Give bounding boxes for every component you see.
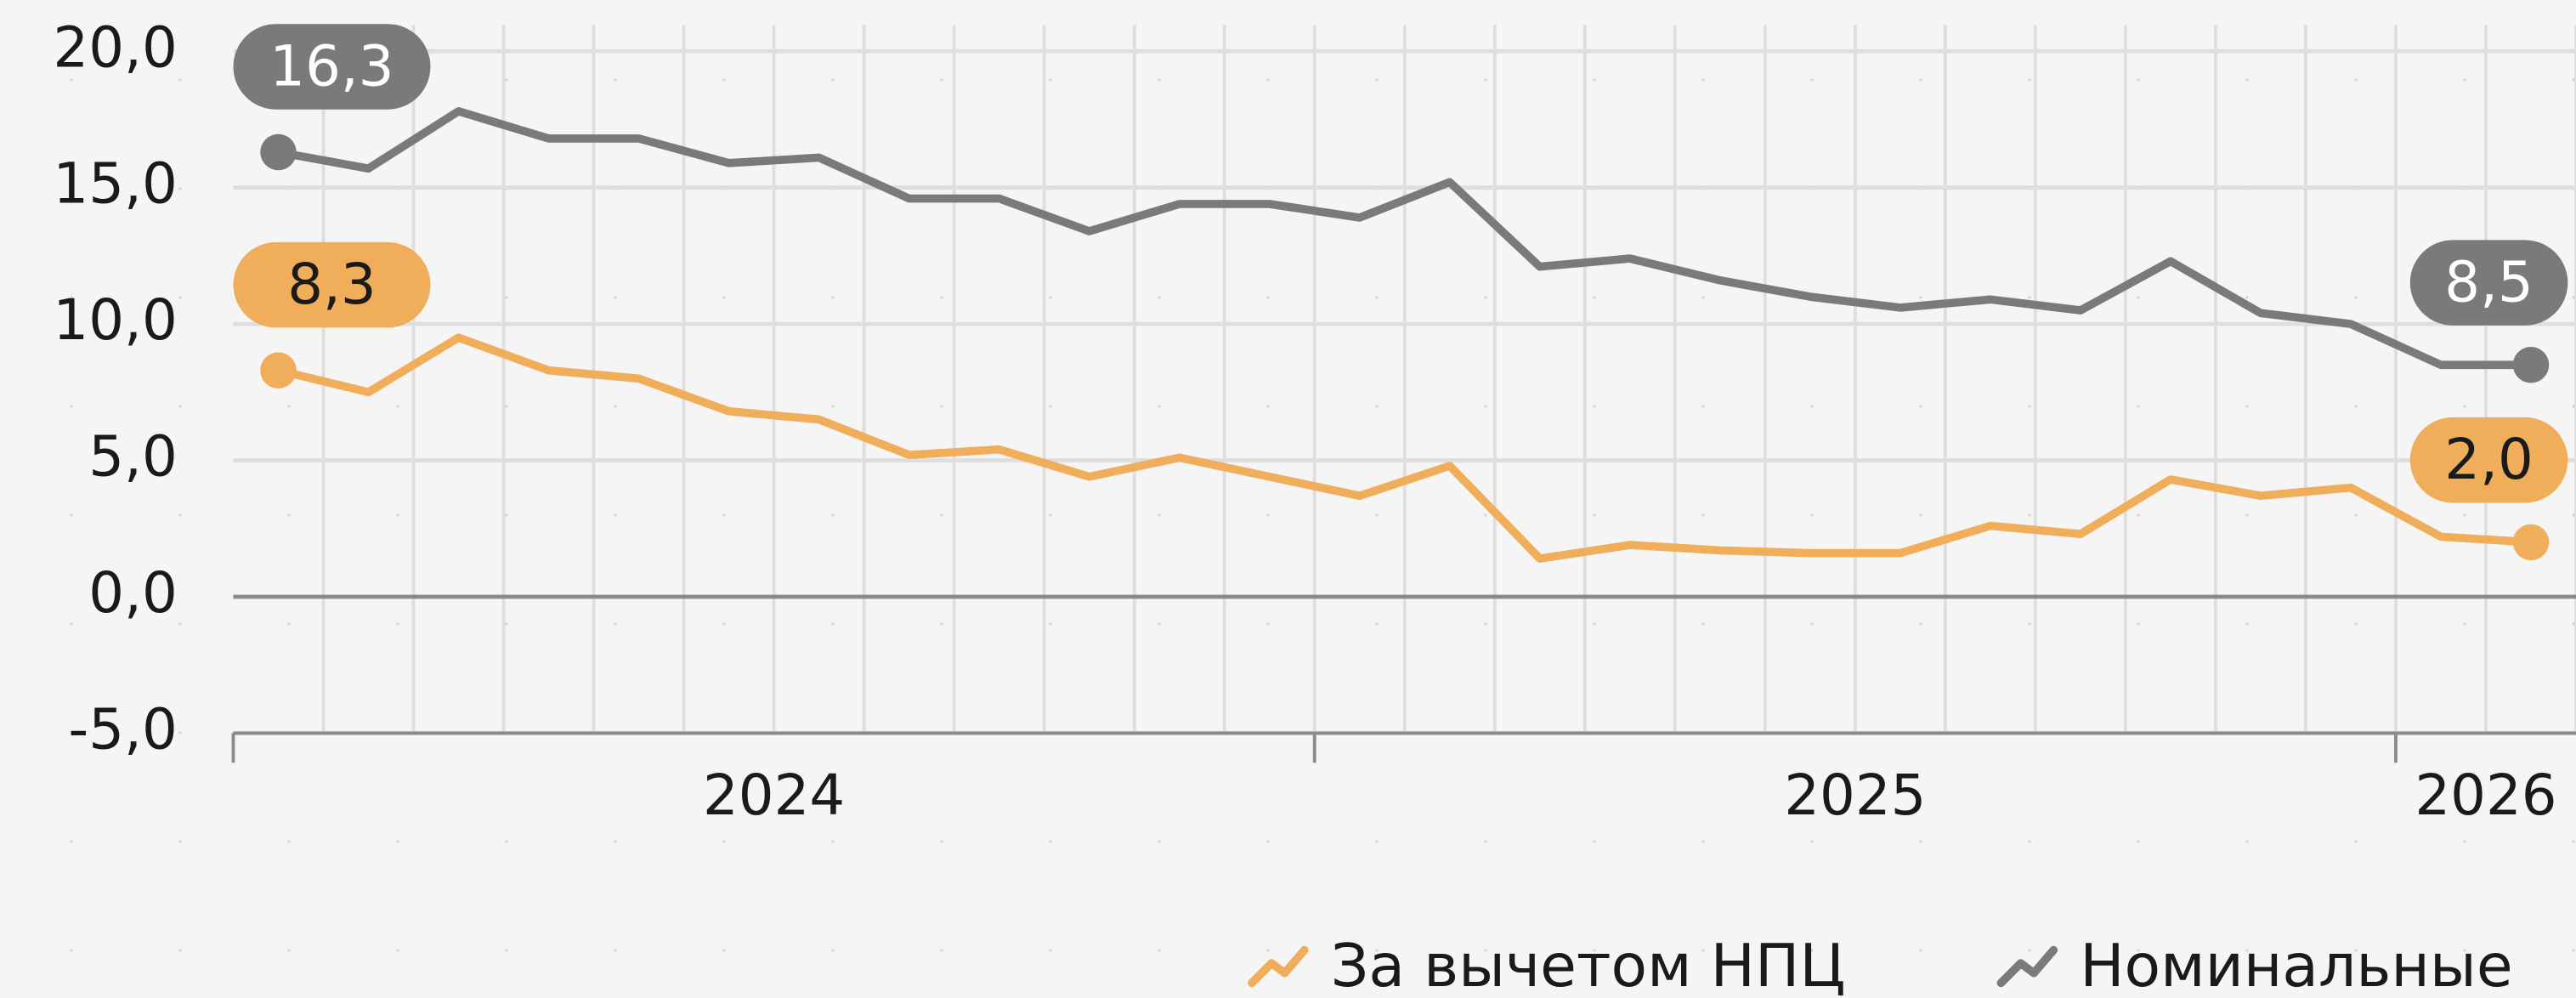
x-group-label: 2024 — [703, 763, 845, 828]
y-tick-label: -5,0 — [69, 698, 178, 763]
end-point — [260, 352, 297, 388]
value-label: 2,0 — [2444, 428, 2534, 492]
legend-icon — [1996, 945, 2058, 988]
end-point — [2512, 524, 2550, 561]
value-label: 16,3 — [269, 34, 393, 99]
y-tick-label: 5,0 — [88, 425, 178, 490]
value-label: 8,3 — [287, 252, 376, 317]
y-tick-label: 0,0 — [88, 561, 178, 626]
value-label-pill — [233, 24, 431, 110]
end-point — [2512, 347, 2550, 383]
value-label-pill — [2409, 240, 2568, 326]
x-group-label: 2026 — [2415, 763, 2556, 828]
series-line — [274, 333, 2535, 563]
legend-label: За вычетом НПЦ — [1331, 932, 1846, 998]
y-tick-label: 10,0 — [53, 288, 177, 353]
legend-icon — [1248, 945, 1309, 988]
series-line — [274, 107, 2535, 370]
value-label-pill — [2409, 417, 2568, 503]
value-label: 8,5 — [2444, 251, 2534, 315]
end-point — [260, 133, 297, 171]
x-group-label: 2025 — [1784, 763, 1926, 828]
value-label-pill — [233, 241, 431, 328]
y-tick-label: 15,0 — [53, 152, 177, 217]
legend-label: Номинальные — [2080, 932, 2512, 998]
y-tick-label: 20,0 — [53, 15, 177, 80]
